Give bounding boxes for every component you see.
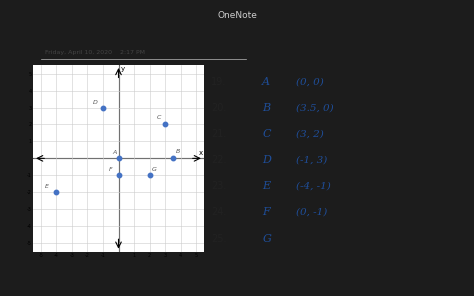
Text: y: y: [121, 65, 125, 72]
Text: (-4, -1): (-4, -1): [296, 182, 330, 191]
Text: 19.: 19.: [211, 77, 227, 87]
Text: G: G: [152, 167, 157, 172]
Text: OneNote: OneNote: [217, 12, 257, 20]
Text: 24.: 24.: [211, 207, 227, 218]
Text: 25.: 25.: [211, 234, 227, 244]
Text: D: D: [262, 155, 271, 165]
Text: 21.: 21.: [211, 129, 227, 139]
Text: B: B: [262, 103, 271, 113]
Text: (-1, 3): (-1, 3): [296, 156, 327, 165]
Text: 23.: 23.: [211, 181, 227, 191]
Text: A: A: [262, 77, 270, 87]
Text: G: G: [262, 234, 271, 244]
Text: 20.: 20.: [211, 103, 227, 113]
Text: (3.5, 0): (3.5, 0): [296, 104, 333, 112]
Text: D: D: [93, 100, 98, 105]
Text: Friday, April 10, 2020    2:17 PM: Friday, April 10, 2020 2:17 PM: [45, 50, 145, 55]
Text: (3, 2): (3, 2): [296, 130, 323, 139]
Text: B: B: [176, 149, 180, 154]
Text: (0, 0): (0, 0): [296, 77, 323, 86]
Text: (0, -1): (0, -1): [296, 208, 327, 217]
Text: E: E: [262, 181, 271, 191]
Text: C: C: [156, 115, 161, 120]
Text: A: A: [112, 150, 117, 155]
Text: C: C: [262, 129, 271, 139]
Text: x: x: [199, 150, 203, 156]
Text: F: F: [262, 207, 270, 218]
Text: 22.: 22.: [211, 155, 227, 165]
Text: F: F: [109, 167, 112, 172]
Text: E: E: [45, 184, 49, 189]
